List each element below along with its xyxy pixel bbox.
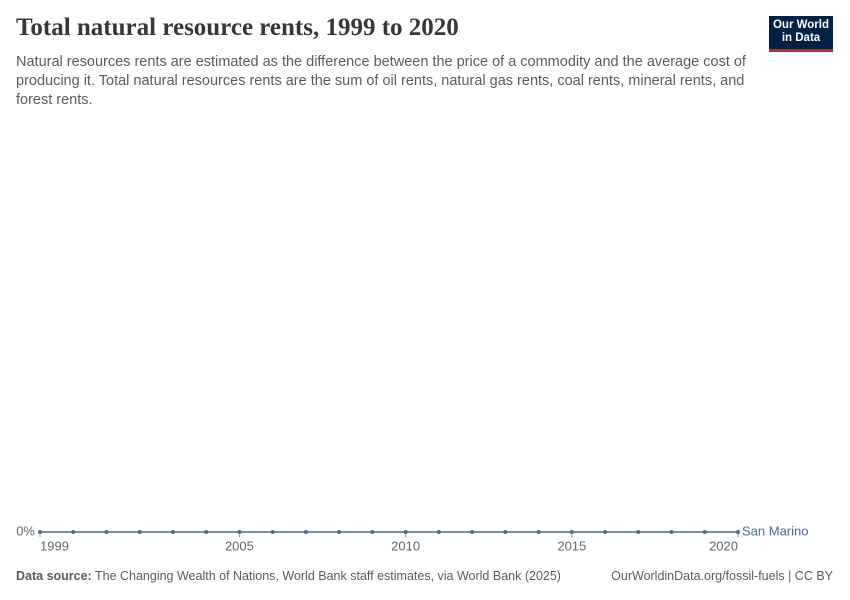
- footer: Data source: The Changing Wealth of Nati…: [16, 569, 833, 583]
- logo-line: Our World: [772, 19, 829, 31]
- point: [337, 530, 342, 534]
- point: [170, 530, 175, 534]
- url[interactable]: OurWorldinData.org/fossil-fuels | CC BY: [611, 569, 833, 583]
- point: [237, 530, 242, 534]
- point: [669, 530, 674, 534]
- chart-subtitle: Natural resources rents are estimated as…: [16, 54, 746, 108]
- point: [270, 530, 275, 534]
- chart-title: Total natural resource rents, 1999 to 20…: [16, 14, 459, 41]
- source: The Changing Wealth of Nations, World Ba…: [94, 569, 561, 583]
- point: [470, 530, 475, 534]
- point: [436, 530, 441, 534]
- series-label: San Marino: [742, 523, 808, 538]
- y-tick-label: 0%: [16, 523, 35, 538]
- point: [636, 530, 641, 534]
- point: [137, 530, 142, 534]
- source-label: Data source:: [16, 569, 92, 583]
- point: [204, 530, 209, 534]
- point: [702, 530, 707, 534]
- point: [104, 530, 109, 534]
- point: [503, 530, 508, 534]
- point: [370, 530, 375, 534]
- point: [536, 530, 541, 534]
- x-tick-label: 2015: [557, 538, 586, 553]
- point: [603, 530, 608, 534]
- x-tick-label: 2010: [391, 538, 420, 553]
- point: [736, 530, 740, 534]
- x-tick-label: 2020: [709, 538, 738, 553]
- point: [71, 530, 76, 534]
- logo[interactable]: Our World in Data: [769, 16, 833, 52]
- point: [403, 530, 408, 534]
- logo-line: in Data: [781, 32, 821, 44]
- x-tick-label: 1999: [40, 538, 69, 553]
- point: [569, 530, 574, 534]
- point: [303, 530, 308, 534]
- x-tick-label: 2005: [225, 538, 254, 553]
- point: [38, 530, 42, 534]
